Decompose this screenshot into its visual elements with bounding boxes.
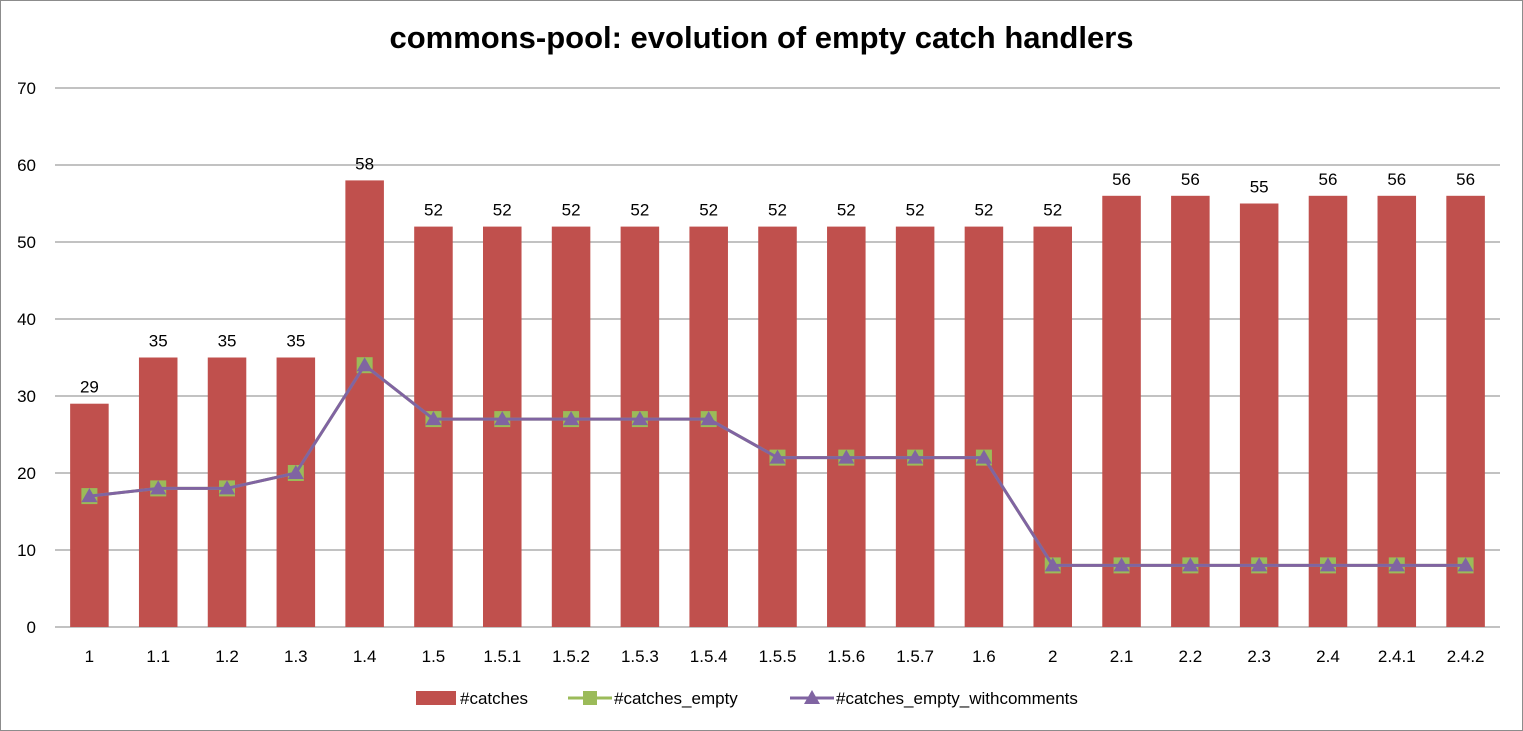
- x-tick-label: 1.5.3: [621, 647, 659, 666]
- bar: [1308, 195, 1348, 628]
- bar: [276, 357, 316, 627]
- triangle-marker: [81, 488, 98, 503]
- data-label: 56: [1456, 170, 1475, 189]
- triangle-marker: [1113, 557, 1130, 572]
- data-label: 52: [493, 201, 512, 220]
- x-axis: 1 1.1 1.2 1.3 1.4 1.5 1.5.1 1.5.2 1.5.3 1.5.4 1.5.…: [85, 647, 1485, 666]
- triangle-marker: [631, 411, 648, 426]
- x-tick-label: 1.2: [215, 647, 239, 666]
- bar: [1377, 195, 1417, 628]
- chart-title: commons-pool: evolution of empty catch h…: [389, 20, 1134, 55]
- x-tick-label: 2.2: [1179, 647, 1203, 666]
- bar: [827, 226, 866, 627]
- x-tick-label: 2.4: [1316, 647, 1340, 666]
- legend-label: #catches_empty_withcomments: [836, 689, 1078, 708]
- data-label: 52: [424, 201, 443, 220]
- data-label: 29: [80, 378, 99, 397]
- triangle-marker: [700, 411, 717, 426]
- data-label: 52: [562, 201, 581, 220]
- x-tick-label: 1.1: [146, 647, 170, 666]
- triangle-marker: [1319, 557, 1336, 572]
- y-tick-label: 20: [17, 464, 36, 483]
- x-tick-label: 1.5: [422, 647, 446, 666]
- bar-series: [70, 180, 1485, 628]
- y-tick-label: 30: [17, 387, 36, 406]
- y-tick-label: 0: [27, 618, 36, 637]
- data-label: 58: [355, 154, 374, 173]
- triangle-marker: [1251, 557, 1268, 572]
- triangle-marker: [425, 411, 442, 426]
- legend-square-marker: [583, 691, 597, 705]
- x-tick-label: 1.3: [284, 647, 308, 666]
- legend: #catches #catches_empty #catches_empty_wit…: [416, 689, 1078, 708]
- data-labels: 29 35 35 35 58 52 52 52 52 52 52 52 52 52 52 56 56 55 56 56…: [80, 154, 1475, 396]
- y-tick-label: 10: [17, 541, 36, 560]
- bar: [70, 403, 109, 627]
- triangle-marker: [769, 449, 786, 464]
- x-tick-label: 2.3: [1247, 647, 1271, 666]
- x-tick-label: 1.5.7: [896, 647, 934, 666]
- y-tick-label: 40: [17, 310, 36, 329]
- y-tick-label: 60: [17, 156, 36, 175]
- line-series: [81, 357, 1474, 574]
- bar: [964, 226, 1004, 627]
- data-label: 52: [1043, 201, 1062, 220]
- triangle-marker: [287, 465, 304, 479]
- x-tick-label: 1: [85, 647, 94, 666]
- x-tick-label: 1.6: [972, 647, 996, 666]
- y-tick-label: 50: [17, 233, 36, 252]
- data-label: 35: [149, 332, 168, 351]
- bar: [1171, 195, 1210, 628]
- triangle-marker: [356, 357, 373, 372]
- legend-swatch: [416, 691, 456, 705]
- triangle-marker: [1182, 557, 1199, 572]
- data-label: 35: [286, 332, 305, 351]
- data-label: 56: [1181, 170, 1200, 189]
- y-axis: 0 10 20 30 40 50 60 70: [17, 79, 36, 637]
- triangle-marker: [1044, 557, 1061, 572]
- x-tick-label: 1.5.2: [552, 647, 590, 666]
- triangle-marker: [1388, 557, 1405, 572]
- triangle-marker: [494, 411, 511, 426]
- data-label: 56: [1387, 170, 1406, 189]
- data-label: 56: [1319, 170, 1338, 189]
- data-label: 56: [1112, 170, 1131, 189]
- triangle-marker: [219, 480, 236, 495]
- bar: [1239, 203, 1279, 627]
- x-tick-label: 1.5.5: [759, 647, 797, 666]
- x-tick-label: 2.4.2: [1447, 647, 1485, 666]
- data-label: 52: [906, 201, 925, 220]
- data-label: 52: [768, 201, 787, 220]
- bar: [1446, 195, 1485, 628]
- x-tick-label: 1.5.1: [483, 647, 521, 666]
- data-label: 52: [699, 201, 718, 220]
- data-label: 52: [974, 201, 993, 220]
- data-label: 52: [837, 201, 856, 220]
- bar: [758, 226, 797, 627]
- x-tick-label: 2.4.1: [1378, 647, 1416, 666]
- legend-triangle-marker: [804, 690, 820, 704]
- triangle-marker: [838, 449, 855, 464]
- legend-label: #catches_empty: [614, 689, 738, 708]
- x-tick-label: 1.4: [353, 647, 377, 666]
- bar: [895, 226, 935, 627]
- data-label: 52: [630, 201, 649, 220]
- x-tick-label: 1.5.4: [690, 647, 728, 666]
- x-tick-label: 1.5.6: [827, 647, 865, 666]
- data-label: 55: [1250, 178, 1269, 197]
- triangle-marker: [975, 449, 992, 464]
- bar: [345, 180, 384, 627]
- triangle-marker: [563, 411, 580, 426]
- triangle-marker: [1457, 557, 1474, 572]
- x-tick-label: 2: [1048, 647, 1057, 666]
- legend-label: #catches: [460, 689, 528, 708]
- data-label: 35: [218, 332, 237, 351]
- x-tick-label: 2.1: [1110, 647, 1134, 666]
- triangle-marker: [150, 480, 167, 495]
- bar: [1102, 195, 1141, 628]
- y-tick-label: 70: [17, 79, 36, 98]
- triangle-marker: [907, 449, 924, 464]
